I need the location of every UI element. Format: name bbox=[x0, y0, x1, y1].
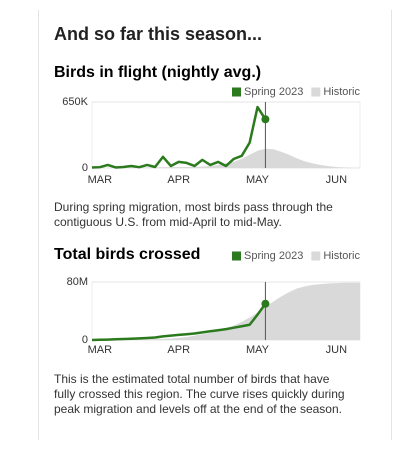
x-tick-label: MAR bbox=[88, 174, 113, 186]
chart: Total birds crossed Historic Spring 2023 0 8… bbox=[54, 246, 361, 356]
x-tick-label: MAY bbox=[246, 344, 270, 356]
x-tick-label: APR bbox=[167, 344, 190, 356]
chart: Birds in flight (nightly avg.) Historic Sp… bbox=[54, 64, 361, 186]
point bbox=[261, 299, 270, 308]
legend-swatch bbox=[311, 251, 321, 261]
card bbox=[38, 10, 392, 440]
y-tick-label: 650K bbox=[62, 96, 88, 108]
plot-frame bbox=[91, 101, 361, 169]
legend-label: Historic bbox=[323, 86, 360, 98]
legend-label: Historic bbox=[323, 250, 360, 262]
x-tick-label: JUN bbox=[326, 344, 347, 356]
chart-title: Total birds crossed bbox=[54, 246, 200, 263]
line bbox=[91, 105, 267, 169]
area bbox=[92, 148, 360, 168]
y-tick-label: 0 bbox=[82, 162, 88, 174]
y-tick-label: 80M bbox=[67, 276, 88, 288]
chart-title: Birds in flight (nightly avg.) bbox=[54, 64, 261, 81]
x-tick-label: APR bbox=[167, 174, 190, 186]
legend-label: Spring 2023 bbox=[244, 250, 303, 262]
legend-swatch bbox=[232, 87, 241, 97]
legend-label: Spring 2023 bbox=[244, 86, 303, 98]
y-tick-label: 0 bbox=[82, 334, 88, 346]
description: During spring migration, most birds pass… bbox=[54, 200, 333, 229]
x-tick-label: MAY bbox=[246, 174, 270, 186]
area bbox=[92, 282, 360, 340]
legend-swatch bbox=[232, 251, 241, 261]
x-tick-label: MAR bbox=[88, 344, 113, 356]
x-tick-label: JUN bbox=[326, 174, 347, 186]
line bbox=[91, 303, 267, 342]
legend-swatch bbox=[311, 87, 321, 97]
heading: And so far this season... bbox=[54, 24, 263, 44]
description: This is the estimated total number of bi… bbox=[54, 372, 345, 416]
point bbox=[261, 115, 270, 124]
